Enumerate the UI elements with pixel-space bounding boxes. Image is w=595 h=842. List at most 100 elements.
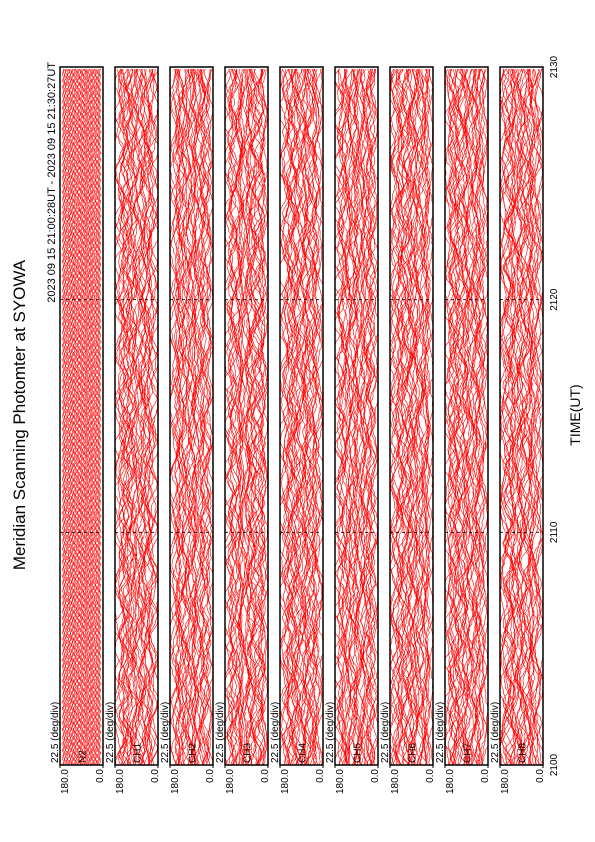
trace — [471, 68, 479, 766]
trace — [88, 68, 92, 766]
trace — [527, 69, 535, 766]
panel-frame — [279, 66, 324, 766]
trace — [132, 68, 144, 766]
trace — [471, 68, 481, 766]
scale-label: 22.5 (deg/div) — [490, 702, 501, 763]
trace — [73, 68, 77, 766]
trace — [368, 68, 377, 766]
trace — [191, 68, 200, 766]
trace — [67, 68, 71, 766]
trace — [516, 68, 524, 766]
trace — [175, 68, 182, 766]
panel-label: N2 — [78, 750, 89, 763]
trace — [62, 68, 66, 766]
trace — [444, 68, 452, 766]
x-axis-label: TIME(UT) — [567, 384, 583, 445]
trace — [502, 68, 514, 766]
trace — [283, 69, 294, 766]
trace — [369, 68, 379, 766]
trace — [86, 68, 90, 766]
panel-label: CH7 — [463, 743, 474, 763]
trace — [239, 68, 246, 766]
trace — [348, 68, 357, 766]
trace — [257, 68, 267, 765]
y-tick-label: 180.0 — [225, 769, 236, 794]
panel-frame — [114, 66, 159, 766]
trace — [237, 68, 250, 766]
trace — [394, 68, 403, 766]
y-tick-label: 0.0 — [480, 769, 491, 783]
trace — [78, 68, 82, 766]
trace — [297, 68, 307, 766]
trace — [337, 68, 350, 766]
trace — [367, 68, 376, 766]
trace — [72, 68, 76, 766]
panel-frame — [444, 66, 489, 766]
trace — [500, 68, 510, 766]
trace — [314, 68, 323, 766]
trace — [205, 69, 212, 766]
trace — [396, 68, 408, 766]
trace — [503, 68, 514, 766]
trace — [362, 68, 372, 766]
y-tick-label: 0.0 — [425, 769, 436, 783]
trace — [474, 68, 485, 766]
trace — [143, 68, 151, 766]
trace — [250, 68, 258, 766]
trace — [253, 68, 265, 766]
trace — [461, 68, 471, 766]
trace — [452, 68, 460, 765]
trace — [509, 68, 519, 766]
trace — [344, 68, 357, 766]
trace — [98, 68, 102, 766]
trace — [421, 68, 430, 766]
y-tick-label: 180.0 — [335, 769, 346, 794]
trace — [475, 68, 486, 766]
trace-group — [114, 68, 159, 766]
trace — [519, 68, 531, 766]
panel-frame — [59, 66, 104, 766]
scale-label: 22.5 (deg/div) — [380, 702, 391, 763]
trace — [91, 68, 95, 766]
trace — [250, 68, 262, 766]
y-tick-label: 0.0 — [370, 769, 381, 783]
trace — [257, 68, 264, 766]
scale-label: 22.5 (deg/div) — [50, 702, 61, 763]
trace — [61, 68, 65, 766]
trace — [466, 68, 475, 766]
trace — [178, 68, 188, 766]
trace — [348, 68, 360, 766]
trace — [417, 68, 427, 766]
trace — [390, 68, 403, 766]
trace — [411, 68, 424, 766]
trace — [180, 68, 188, 766]
trace — [412, 68, 419, 766]
trace — [448, 68, 457, 766]
trace — [245, 68, 253, 766]
y-tick-label: 180.0 — [390, 769, 401, 794]
trace — [533, 68, 542, 766]
y-tick-label: 0.0 — [260, 769, 271, 783]
trace — [203, 68, 212, 766]
trace — [518, 68, 529, 766]
trace — [365, 68, 373, 766]
trace — [97, 68, 101, 766]
panel-frame — [389, 66, 434, 766]
trace — [90, 68, 94, 766]
trace — [281, 68, 294, 766]
trace — [466, 68, 479, 766]
trace — [457, 68, 469, 766]
trace — [77, 68, 81, 766]
trace — [425, 68, 434, 766]
trace — [82, 68, 86, 766]
trace — [199, 68, 207, 766]
trace-group — [444, 68, 489, 766]
trace — [474, 68, 483, 766]
trace — [295, 68, 307, 766]
trace — [96, 68, 100, 766]
trace — [446, 68, 454, 766]
panel-label: CH6 — [408, 743, 419, 763]
trace — [238, 68, 251, 766]
x-tick-label: 2100 — [549, 753, 560, 776]
y-tick-label: 180.0 — [445, 769, 456, 794]
